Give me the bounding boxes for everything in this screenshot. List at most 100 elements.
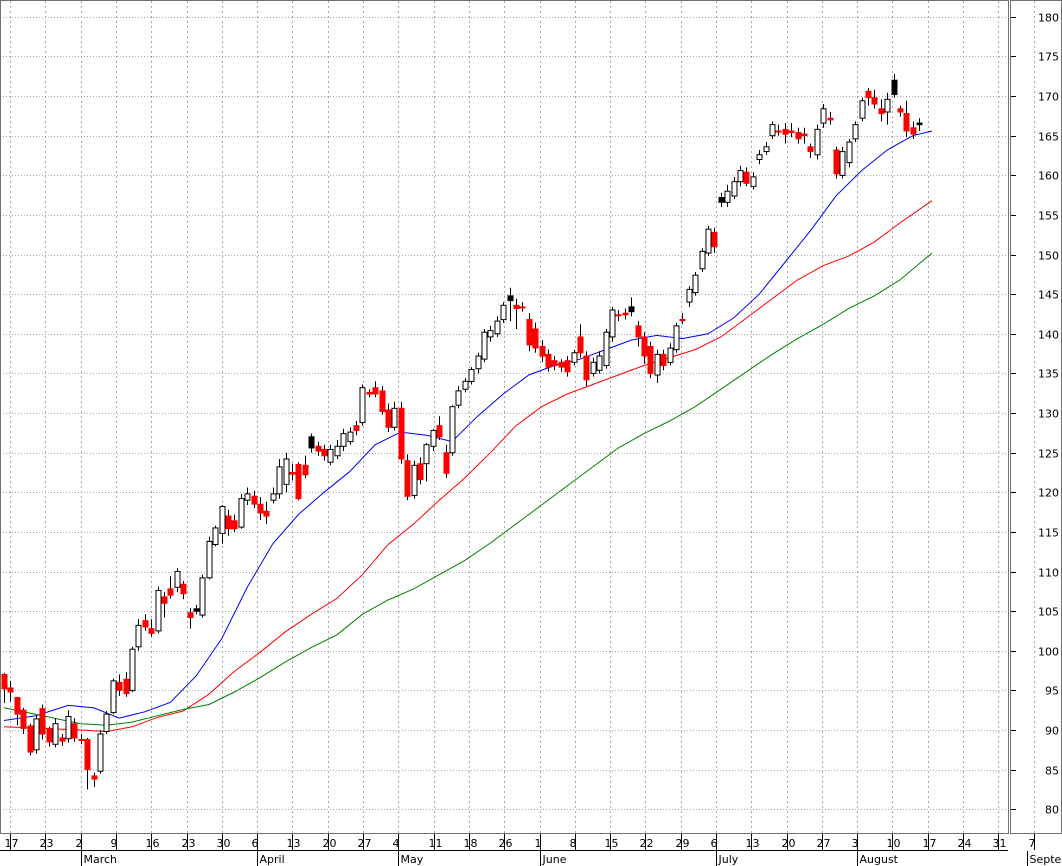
candle-body [487, 330, 494, 338]
candle-body [334, 445, 341, 457]
candle [731, 176, 738, 200]
candle [327, 444, 334, 466]
candle [283, 452, 290, 493]
candle-body [372, 387, 379, 395]
candle-body [27, 725, 34, 753]
candle-body [539, 346, 546, 357]
candle [756, 150, 763, 165]
x-month-label: June [542, 853, 567, 866]
candle [289, 463, 296, 481]
candle [423, 443, 430, 482]
x-day-label: 27 [817, 837, 831, 850]
candle [65, 710, 72, 743]
candle [807, 143, 814, 158]
candle-body [135, 624, 142, 648]
candle-body [865, 90, 872, 99]
candle [737, 165, 744, 187]
candle [244, 487, 251, 505]
candle-body [59, 737, 66, 742]
candle-body [84, 739, 91, 771]
candle-body [692, 274, 699, 294]
x-day-label: 15 [605, 837, 619, 850]
candle-body [763, 146, 770, 153]
candle-body [468, 369, 475, 382]
candle-body [52, 723, 59, 745]
candle-body [123, 678, 130, 695]
candle [871, 89, 878, 109]
x-day-label: 20 [323, 837, 337, 850]
candle-body [103, 713, 110, 732]
candle-body [398, 407, 405, 460]
candle-body [750, 176, 757, 187]
candle-body [500, 304, 507, 321]
candle [353, 421, 360, 436]
y-tick-label: 130 [1038, 408, 1059, 421]
candle-body [846, 141, 853, 164]
candle [718, 192, 725, 207]
candle-body [910, 127, 917, 135]
candle-body [603, 331, 610, 367]
x-day-label: 30 [217, 837, 231, 850]
candle-body [257, 503, 264, 514]
candle [379, 386, 386, 415]
candle-body [852, 124, 859, 140]
candle [615, 310, 622, 322]
candle [583, 351, 590, 387]
candle [897, 105, 904, 117]
candle [46, 726, 53, 747]
candle-body [615, 314, 622, 317]
candle-body [660, 353, 667, 366]
candle [558, 359, 565, 372]
candle-body [315, 445, 322, 452]
candle-body [654, 353, 661, 376]
candle-body [731, 181, 738, 197]
x-day-label: 26 [499, 837, 513, 850]
x-month-label: August [860, 853, 899, 866]
candle [782, 123, 789, 144]
candle [84, 737, 91, 790]
candle [603, 329, 610, 369]
candle [161, 592, 168, 618]
y-axis: 80 85 90 95 100 105 110 115 120 125 130 135 140 145 15… [1010, 12, 1059, 817]
candle-body [71, 723, 78, 739]
y-tick-label: 90 [1045, 725, 1059, 738]
candle [91, 772, 98, 787]
candle-body [340, 433, 347, 447]
candle-body [513, 304, 520, 309]
candle [20, 707, 27, 734]
plot-frame [0, 0, 1009, 834]
candle [97, 730, 104, 774]
candle-body [14, 697, 21, 715]
candle-body [916, 122, 923, 126]
x-axis: 17 23 2 9 16 23 30 6 13 20 27 4 11 18 26 1 8 15 22 29 6 13 20 2… [0, 834, 1062, 866]
candle-body [820, 108, 827, 124]
candle [110, 678, 117, 715]
candle [142, 614, 149, 631]
candle-body [494, 320, 501, 335]
candle-body [641, 336, 648, 357]
candle [187, 608, 194, 629]
candle [225, 509, 232, 536]
candle-body [20, 709, 27, 729]
candle-body [551, 360, 558, 367]
candle [859, 97, 866, 122]
candle-body [321, 449, 328, 457]
candle [507, 287, 514, 322]
candle [359, 384, 366, 426]
candle-body [391, 407, 398, 428]
candle-body [871, 97, 878, 105]
candle [449, 405, 456, 456]
y-tick-label: 140 [1038, 329, 1059, 342]
candle-body [679, 319, 686, 321]
candle [455, 386, 462, 409]
candle [711, 227, 718, 253]
x-day-label: 24 [958, 837, 972, 850]
candle [443, 444, 450, 478]
candle [692, 272, 699, 296]
candle [155, 586, 162, 634]
y-tick-label: 95 [1045, 685, 1059, 698]
candle [814, 124, 821, 160]
candle [212, 525, 219, 547]
x-day-label: 4 [393, 837, 400, 850]
candle [52, 718, 59, 748]
